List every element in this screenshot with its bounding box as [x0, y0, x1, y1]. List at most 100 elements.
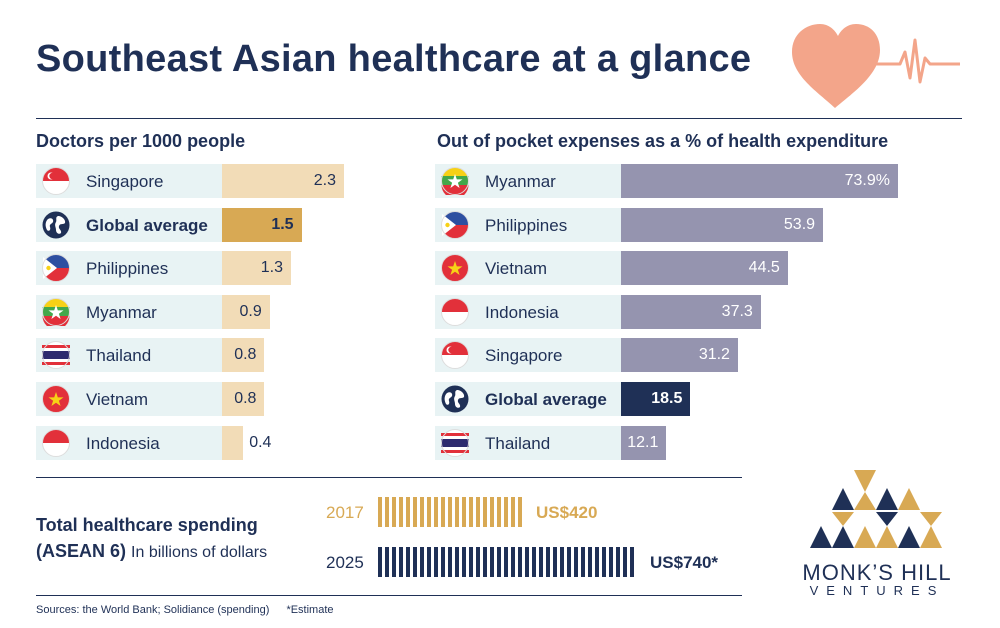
category-label: Vietnam — [86, 390, 149, 409]
globe-icon — [441, 385, 469, 413]
value-label: 31.2 — [698, 346, 730, 364]
vietnam-flag-icon — [42, 385, 70, 413]
spending-tick — [392, 547, 396, 577]
indonesia-flag-icon — [42, 428, 70, 457]
year-2017-label: 2017 — [326, 503, 364, 522]
singapore-flag-icon — [42, 167, 70, 195]
spending-tick — [553, 547, 557, 577]
spending-tick — [490, 547, 494, 577]
spending-tick — [518, 547, 522, 577]
category-label: Philippines — [86, 259, 169, 279]
spending-tick — [511, 547, 515, 577]
category-label: Myanmar — [86, 302, 157, 322]
oop-row-vietnam: Vietnam 44.5 — [435, 251, 898, 286]
spending-tick — [595, 547, 599, 577]
value-label: 0.9 — [239, 302, 262, 320]
spending-tick — [476, 497, 480, 527]
category-label: Philippines — [485, 215, 568, 235]
spending-tick — [532, 547, 536, 577]
spending-tick — [448, 497, 452, 527]
spending-tick — [385, 547, 389, 577]
category-label: Global average — [485, 390, 607, 409]
category-label: Indonesia — [86, 433, 160, 453]
spending-tick — [469, 547, 473, 577]
category-label: Myanmar — [485, 172, 556, 191]
oop-row-indonesia: Indonesia 37.3 — [435, 294, 898, 329]
spending-tick — [511, 497, 515, 527]
value-label: 0.4 — [249, 433, 272, 451]
bar-myanmar — [222, 294, 270, 329]
value-label: 18.5 — [651, 390, 683, 407]
category-label: Singapore — [86, 172, 164, 191]
category-label: Thailand — [485, 433, 551, 453]
spending-2017-value: US$420 — [536, 503, 598, 522]
value-label: 73.9% — [844, 172, 890, 189]
spending-tick — [504, 547, 508, 577]
value-label: 37.3 — [721, 302, 753, 320]
philippines-flag-icon — [42, 254, 70, 283]
doctors-row-thailand: Thailand 0.8 — [36, 338, 344, 373]
spending-2017-bar — [378, 497, 525, 527]
spending-title-line2: (ASEAN 6) — [36, 541, 127, 561]
heart-pulse-icon — [792, 24, 960, 108]
bar-vietnam — [621, 251, 788, 286]
bar-indonesia — [222, 425, 244, 460]
spending-tick — [525, 547, 529, 577]
oop-row-global-average: Global average 18.5 — [435, 382, 898, 416]
bar-philippines — [222, 251, 291, 286]
spending-tick — [434, 547, 438, 577]
spending-tick — [420, 497, 424, 527]
spending-tick — [518, 497, 522, 527]
category-label: Singapore — [485, 346, 563, 366]
estimate-note: *Estimate — [286, 604, 334, 616]
thailand-flag-icon — [42, 341, 70, 370]
spending-tick — [602, 547, 606, 577]
spending-tick — [462, 547, 466, 577]
spending-unit: In billions of dollars — [131, 544, 268, 561]
spending-tick — [427, 497, 431, 527]
spending-tick — [616, 547, 620, 577]
spending-tick — [441, 497, 445, 527]
spending-tick — [385, 497, 389, 527]
spending-tick — [497, 547, 501, 577]
spending-tick — [497, 497, 501, 527]
spending-tick — [630, 547, 634, 577]
bar-indonesia — [621, 294, 761, 329]
spending-tick — [455, 497, 459, 527]
value-label: 1.5 — [271, 215, 294, 233]
monks-hill-logo-icon — [810, 470, 942, 548]
spending-tick — [574, 547, 578, 577]
spending-tick — [441, 547, 445, 577]
spending-tick — [560, 547, 564, 577]
logo-sub: VENTURES — [809, 583, 945, 598]
bar-myanmar — [621, 164, 898, 198]
spending-tick — [434, 497, 438, 527]
spending-tick — [462, 497, 466, 527]
spending-tick — [581, 547, 585, 577]
middle-divider — [36, 477, 742, 478]
page-title: Southeast Asian healthcare at a glance — [36, 38, 752, 80]
value-label: 2.3 — [313, 172, 336, 189]
doctors-row-vietnam: Vietnam 0.8 — [36, 382, 344, 416]
vietnam-flag-icon — [441, 254, 469, 283]
oop-row-philippines: Philippines 53.9 — [435, 207, 898, 242]
myanmar-flag-icon — [441, 167, 469, 199]
bar-philippines — [621, 207, 824, 242]
top-divider — [36, 118, 962, 119]
spending-tick — [588, 547, 592, 577]
spending-tick — [448, 547, 452, 577]
value-label: 53.9 — [783, 215, 816, 233]
oop-row-singapore: Singapore 31.2 — [435, 338, 898, 373]
spending-tick — [378, 547, 382, 577]
spending-tick — [420, 547, 424, 577]
bar-singapore — [621, 338, 738, 373]
sources-text: Sources: the World Bank; Solidiance (spe… — [36, 604, 270, 616]
doctors-row-myanmar: Myanmar 0.9 — [36, 294, 344, 330]
bar-vietnam — [222, 382, 265, 416]
doctors-chart-title: Doctors per 1000 people — [36, 131, 246, 151]
value-label: 1.3 — [260, 259, 283, 277]
spending-tick — [406, 497, 410, 527]
spending-tick — [504, 497, 508, 527]
spending-tick — [539, 547, 543, 577]
doctors-row-philippines: Philippines 1.3 — [36, 251, 344, 286]
